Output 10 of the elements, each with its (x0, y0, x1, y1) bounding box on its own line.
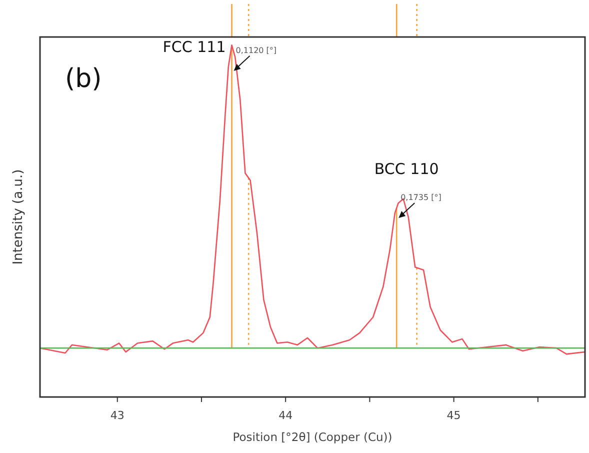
x-axis-title: Position [°2θ] (Copper (Cu)) (232, 430, 392, 444)
annotation: BCC 110 (374, 160, 439, 178)
annotation: FCC 111 (162, 38, 226, 56)
annotation: 0,1735 [°] (400, 193, 442, 202)
y-axis-title: Intensity (a.u.) (11, 169, 26, 265)
x-tick-label: 45 (446, 409, 461, 422)
x-tick-label: 44 (278, 409, 293, 422)
annotation: (b) (65, 64, 102, 94)
annotation: 0,1120 [°] (236, 46, 277, 55)
x-tick-label: 43 (110, 409, 124, 422)
